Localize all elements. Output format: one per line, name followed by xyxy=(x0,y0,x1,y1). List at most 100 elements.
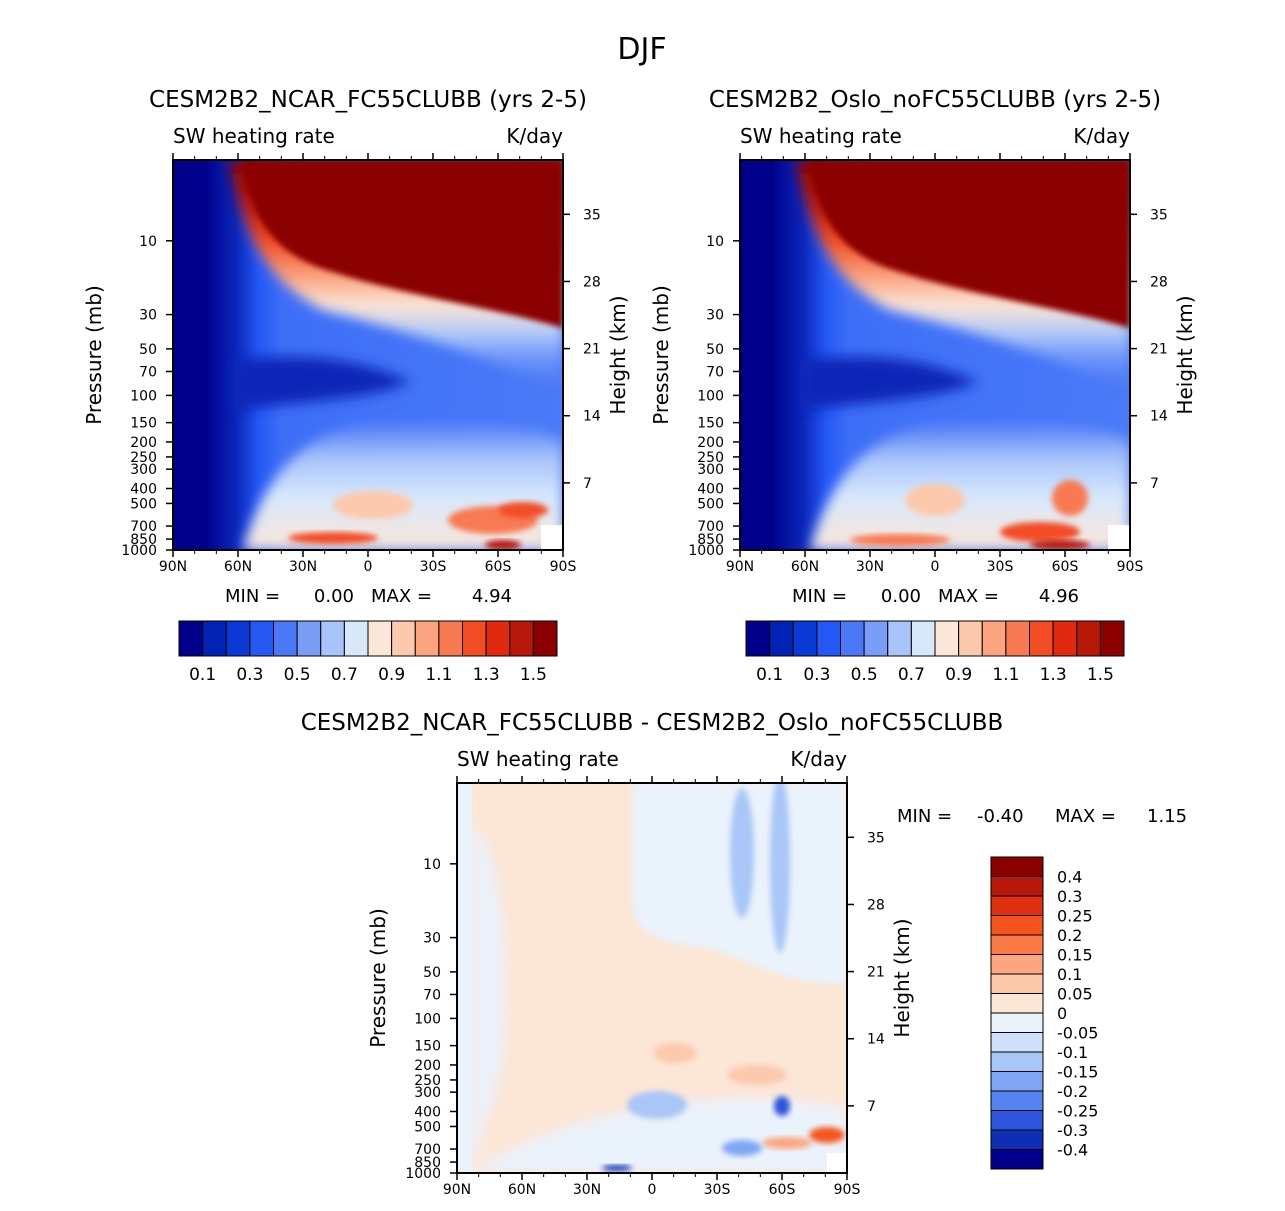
colorbar-label: 0.5 xyxy=(284,665,311,685)
height-tick-label: 14 xyxy=(1150,409,1168,425)
colorbar-swatch xyxy=(958,620,983,657)
stats-max-label: MAX = xyxy=(1055,806,1116,827)
variable-label: SW heating rate xyxy=(173,124,335,148)
y-tick-label: 300 xyxy=(414,1085,441,1101)
x-tick-label: 30N xyxy=(856,559,884,575)
contour-pos-spot xyxy=(762,1137,812,1149)
y-tick-label: 150 xyxy=(697,416,724,432)
y-tick-label: 50 xyxy=(139,342,157,358)
y-tick-label: 200 xyxy=(130,435,157,451)
y-tick-label: 200 xyxy=(414,1058,441,1074)
y-tick-label: 70 xyxy=(423,987,441,1003)
stats-max: 4.94 xyxy=(472,586,512,607)
height-tick-label: 28 xyxy=(1150,274,1168,290)
colorbar-swatch xyxy=(485,620,511,657)
colorbar-label: -0.1 xyxy=(1057,1043,1088,1062)
x-tick-label: 60S xyxy=(485,559,512,575)
colorbar-swatch xyxy=(863,620,889,657)
colorbar-swatch xyxy=(990,1149,1044,1170)
contour-pos-spot xyxy=(809,1127,845,1143)
panel-title: CESM2B2_NCAR_FC55CLUBB - CESM2B2_Oslo_no… xyxy=(301,710,1004,736)
stats-min-label: MIN = xyxy=(897,806,952,827)
figure-title: DJF xyxy=(617,32,666,67)
stats-min: 0.00 xyxy=(881,586,921,607)
panel-ncar: CESM2B2_NCAR_FC55CLUBB (yrs 2-5) 90N 60N 30… xyxy=(82,87,630,685)
colorbar-label: 0.3 xyxy=(236,665,263,685)
y-tick-label: 850 xyxy=(130,532,157,548)
x-tick-label: 0 xyxy=(364,559,373,575)
contour-edge xyxy=(457,783,472,1173)
colorbar-swatch xyxy=(990,1051,1044,1072)
x-tick-label: 30S xyxy=(704,1182,731,1198)
contour-low-band xyxy=(800,356,978,410)
y-tick-label: 1000 xyxy=(688,543,724,559)
x-tick-label: 0 xyxy=(931,559,940,575)
colorbar-swatch xyxy=(296,620,322,657)
colorbar-swatch xyxy=(990,1071,1044,1092)
x-tick-label: 60N xyxy=(508,1182,536,1198)
colorbar-label: 0.5 xyxy=(851,665,878,685)
stats-max: 4.96 xyxy=(1039,586,1079,607)
contour-blob xyxy=(905,484,965,516)
colorbar-swatch xyxy=(320,620,345,657)
y-tick-label: 200 xyxy=(697,435,724,451)
colorbar-swatch xyxy=(532,620,558,657)
y-tick-label: 300 xyxy=(697,462,724,478)
height-tick-label: 21 xyxy=(583,342,601,358)
variable-label: SW heating rate xyxy=(740,124,902,148)
stats-min: -0.40 xyxy=(977,806,1024,827)
missing-data xyxy=(1108,525,1130,550)
contour-blob xyxy=(850,534,950,546)
colorbar-swatch xyxy=(887,620,912,657)
height-tick-label: 21 xyxy=(867,965,885,981)
colorbar-swatch xyxy=(769,620,794,657)
colorbar-swatch xyxy=(990,973,1044,994)
colorbar-swatch xyxy=(178,620,204,657)
colorbar-label: 0 xyxy=(1057,1004,1067,1023)
y-tick-label: 300 xyxy=(130,462,157,478)
x-tick-label: 90N xyxy=(443,1182,471,1198)
y-tick-label: 30 xyxy=(139,308,157,324)
height-tick-label: 35 xyxy=(1150,207,1168,223)
colorbar-swatch xyxy=(990,954,1044,975)
colorbar-swatch xyxy=(273,620,298,657)
colorbar-label: -0.05 xyxy=(1057,1024,1098,1043)
y-tick-label: 10 xyxy=(423,857,441,873)
y-tick-label: 700 xyxy=(697,519,724,535)
colorbar-label: 0.7 xyxy=(331,665,358,685)
contour-streak xyxy=(730,788,754,918)
colorbar-label: 1.5 xyxy=(520,665,547,685)
y-axis-label: Pressure (mb) xyxy=(366,908,390,1048)
contour-pos-spot xyxy=(727,1065,787,1085)
contour-strat-max xyxy=(788,160,1130,328)
y-axis-label: Pressure (mb) xyxy=(82,285,106,425)
contour-neg-spot xyxy=(602,1165,632,1171)
x-tick-label: 60S xyxy=(769,1182,796,1198)
x-tick-label: 30S xyxy=(987,559,1014,575)
x-tick-label: 90S xyxy=(834,1182,861,1198)
x-tick-label: 60N xyxy=(224,559,252,575)
colorbar-label: 0.3 xyxy=(803,665,830,685)
y-tick-label: 100 xyxy=(697,388,724,404)
y-tick-label: 150 xyxy=(130,416,157,432)
colorbar-swatch xyxy=(343,620,369,657)
colorbar-swatch xyxy=(202,620,227,657)
y-tick-label: 30 xyxy=(423,931,441,947)
colorbar-swatch xyxy=(414,620,440,657)
colorbar-label: 0.1 xyxy=(756,665,783,685)
panel-title: CESM2B2_Oslo_noFC55CLUBB (yrs 2-5) xyxy=(709,87,1161,113)
colorbar-swatch xyxy=(438,620,463,657)
colorbar-swatch xyxy=(990,856,1044,877)
y-tick-label: 30 xyxy=(706,308,724,324)
colorbar-swatch xyxy=(367,620,393,657)
x-tick-label: 90N xyxy=(159,559,187,575)
height-tick-label: 14 xyxy=(583,409,601,425)
x-tick-label: 90S xyxy=(1117,559,1144,575)
contour-strat-max xyxy=(221,160,563,328)
contour-neg-spot xyxy=(722,1140,762,1156)
y-tick-label: 100 xyxy=(414,1011,441,1027)
contour-streak xyxy=(770,783,790,953)
x-tick-label: 60N xyxy=(791,559,819,575)
colorbar-swatch xyxy=(990,895,1044,916)
